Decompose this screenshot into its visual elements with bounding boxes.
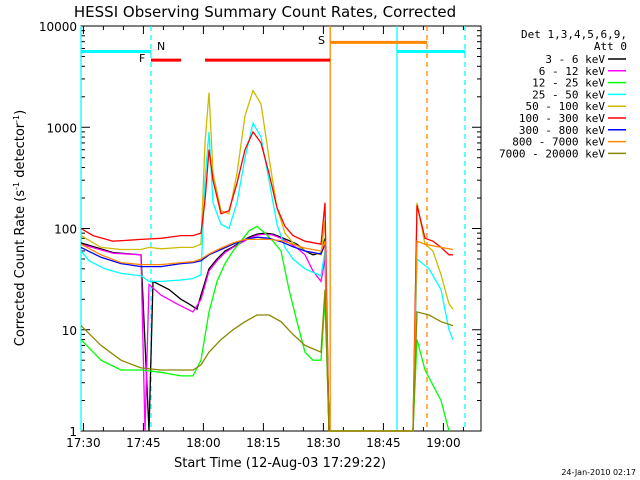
legend-entry-label: 50 - 100 keV [526,100,606,113]
chart-title: HESSI Observing Summary Count Rates, Cor… [74,3,456,21]
legend-entry-label: 300 - 800 keV [519,124,605,137]
series-line-6 [80,236,330,432]
legend-entry-label: 25 - 50 keV [532,88,605,101]
annotation-f: F [139,52,145,65]
annotation-s: S [318,34,325,47]
series-line-2 [80,225,450,432]
y-tick-label: 1 [69,425,77,439]
series-line-8 [80,289,454,432]
y-tick-label: 1000 [46,121,77,135]
legend-entry-label: 12 - 25 keV [532,77,605,90]
x-tick-label: 18:00 [186,436,221,450]
x-tick-label: 17:30 [66,436,101,450]
legend-title-attenuator: Att 0 [594,40,627,53]
annotation-n: N [157,40,165,53]
y-tick-label: 10000 [39,20,77,34]
x-axis-label: Start Time (12-Aug-03 17:29:22) [174,456,386,471]
y-axis-label: Corrected Count Rate (s-1 detector-1) [12,110,28,346]
x-tick-label: 17:45 [126,436,161,450]
x-tick-label: 18:30 [306,436,341,450]
legend-entry-label: 100 - 300 keV [519,112,605,125]
legend-entry-label: 7000 - 20000 keV [499,147,605,160]
footer-date: 24-Jan-2010 02:17 [561,468,636,477]
x-tick-label: 18:15 [246,436,281,450]
y-tick-label: 10 [62,324,77,338]
legend-entry-label: 800 - 7000 keV [512,136,605,149]
legend-entry-label: 3 - 6 keV [545,53,605,66]
axis-ticks: 17:30 17:45 18:00 18:15 18:30 18:45 19:00 1 10 10… [39,20,481,450]
series-group [80,89,454,432]
legend-entry-label: 6 - 12 keV [539,65,606,78]
y-tick-label: 100 [54,223,77,237]
x-tick-label: 18:45 [366,436,401,450]
legend-title-detectors: Det 1,3,4,5,6,9, [521,28,627,41]
x-tick-label: 19:00 [426,436,461,450]
